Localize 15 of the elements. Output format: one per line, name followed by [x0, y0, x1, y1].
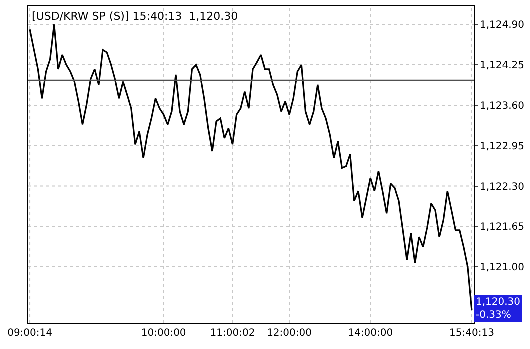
y-tick-label: 1,124.90 — [480, 20, 525, 32]
x-tick-label: 15:40:13 — [450, 328, 494, 339]
y-tick-label: 1,123.60 — [480, 100, 525, 112]
x-tick-label: 11:00:02 — [210, 328, 256, 339]
y-tick-label: 1,121.65 — [480, 222, 525, 234]
x-tick-label: 12:00:00 — [267, 328, 312, 339]
text: 1,120.30 -0.33% — [476, 297, 521, 321]
y-tick-label: 1,122.30 — [480, 182, 525, 193]
x-tick-label: 09:00:14 — [8, 328, 52, 339]
y-tick-label: 1,121.00 — [480, 262, 525, 274]
x-tick-label: 14:00:00 — [348, 328, 394, 339]
y-tick-label: 1,124.25 — [480, 60, 525, 72]
y-tick-label: 1,122.95 — [480, 141, 525, 152]
chart-title: [USD/KRW SP (S)] 15:40:13 1,120.30 — [32, 10, 238, 23]
x-tick-label: 10:00:00 — [141, 328, 186, 339]
